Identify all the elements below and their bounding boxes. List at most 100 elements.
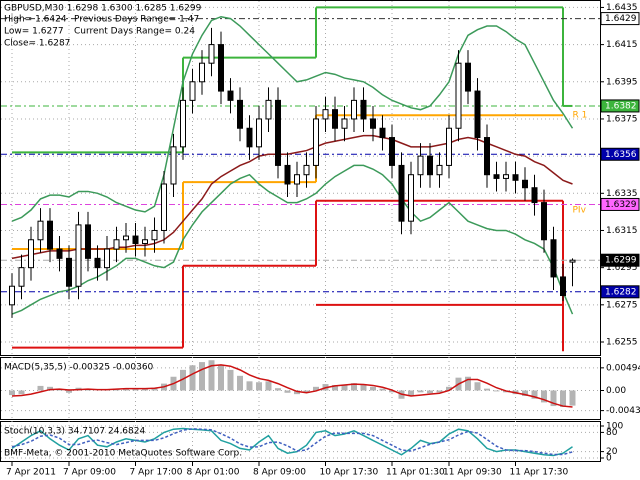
macd-bar (9, 390, 15, 396)
candle-body (541, 202, 547, 241)
macd-bar (246, 381, 253, 391)
candle-body (75, 224, 82, 287)
candle-body (531, 187, 538, 204)
candle-body (85, 224, 91, 259)
candle-body (503, 174, 509, 179)
candle-body (408, 174, 414, 222)
candle-body (56, 248, 63, 259)
macd-bar (531, 390, 538, 399)
price-box (600, 12, 640, 26)
x-tick-label: 7 Apr 17:00 (130, 468, 183, 478)
macd-bar (446, 386, 452, 391)
title: GBPUSD,M30 1.6298 1.6300 1.6285 1.6299 (4, 4, 202, 14)
y-tick-label: 100 (606, 422, 623, 432)
candle-body (94, 257, 101, 269)
candle-body (104, 248, 110, 269)
y-tick-label: 1.6255 (606, 337, 638, 347)
candle-body (322, 109, 329, 120)
stoch-label: Stoch(10,3,3) 34.7107 24.6824 (4, 427, 145, 437)
candle-body (484, 137, 490, 176)
candle-body (436, 164, 443, 176)
candle-body (28, 239, 34, 269)
candle-body (208, 44, 215, 64)
candle-body (218, 44, 224, 92)
candle-body (370, 118, 376, 129)
candle-body (246, 127, 253, 148)
candle-body (151, 229, 158, 241)
y-tick-label: 1.6375 (606, 114, 638, 124)
x-tick-label: 8 Apr 09:00 (253, 468, 306, 478)
macd-bar (493, 390, 500, 392)
macd-bar (408, 390, 414, 396)
macd-bar (379, 388, 386, 391)
candle-body (9, 285, 15, 306)
y-tick-label: 0 (606, 454, 612, 464)
candle-body (313, 118, 319, 166)
macd-bar (389, 390, 395, 393)
macd-bar (275, 388, 281, 391)
y-tick-label: 1.6335 (606, 189, 638, 199)
y-tick-label: 1.6435 (606, 3, 638, 13)
candle-body (455, 62, 462, 129)
macd-bar (360, 384, 367, 391)
candle-body (132, 235, 139, 244)
candle-body (417, 155, 424, 176)
candle-body (465, 62, 471, 92)
y-tick-label: 1.6315 (606, 226, 638, 236)
x-tick-label: 8 Apr 01:00 (187, 468, 240, 478)
candle-body (199, 62, 205, 83)
macd-bar (522, 390, 528, 396)
price-box (600, 147, 640, 161)
candle-body (332, 109, 338, 129)
candle-body (569, 259, 576, 263)
macd-bar (18, 390, 25, 395)
macd-bar (541, 390, 547, 403)
macd-bar (303, 390, 310, 393)
macd-bar (189, 365, 196, 391)
candle-body (265, 99, 272, 120)
macd-bar (66, 390, 72, 393)
annotation: R 1 (573, 111, 588, 121)
macd-bar (569, 390, 576, 406)
macd-bar (550, 390, 557, 407)
x-tick-label: 11 Apr 17:30 (510, 468, 569, 478)
macd-bar (265, 381, 272, 391)
macd-bar (199, 362, 205, 391)
y-tick-label: 1.6275 (606, 300, 638, 310)
footer: BMF-Meta, © 2001-2010 MetaQuotes Softwar… (4, 449, 242, 459)
info: High= 1.6424 (4, 15, 67, 25)
macd-bar (208, 360, 215, 391)
price-label: 1.6299 (605, 256, 637, 266)
x-tick-label: 7 Apr 2011 (6, 468, 56, 478)
candle-body (560, 276, 566, 297)
price-box (600, 253, 640, 267)
candle-body (303, 164, 310, 176)
macd-signal (11, 364, 573, 408)
candle-body (379, 127, 386, 139)
candle-body (189, 81, 196, 101)
candle-body (474, 90, 481, 139)
x-tick-label: 7 Apr 09:00 (63, 468, 116, 478)
candle-body (170, 146, 177, 185)
y-tick-label: 20 (606, 447, 618, 457)
price-label: 1.6356 (605, 150, 637, 160)
candle-body (389, 137, 395, 166)
stoch-main (11, 427, 573, 457)
candle-body (341, 118, 348, 129)
macd-bar (465, 376, 471, 391)
macd-bar (427, 390, 433, 394)
macd-bar (151, 387, 158, 391)
macd-bar (417, 390, 424, 393)
candle-body (256, 118, 262, 148)
macd-label: MACD(5,35,5) -0.00325 -0.00360 (4, 363, 154, 373)
macd-bar (370, 386, 376, 391)
candle-body (493, 174, 500, 179)
macd-bar (484, 388, 490, 391)
info: Low= 1.6277 (4, 27, 64, 37)
price-label: 1.6429 (605, 14, 637, 24)
info: Current Days Range= 0.24 (74, 27, 195, 37)
x-tick-label: 11 Apr 01:30 (386, 468, 445, 478)
macd-bar (237, 375, 243, 391)
annotation: PIv (573, 206, 587, 216)
